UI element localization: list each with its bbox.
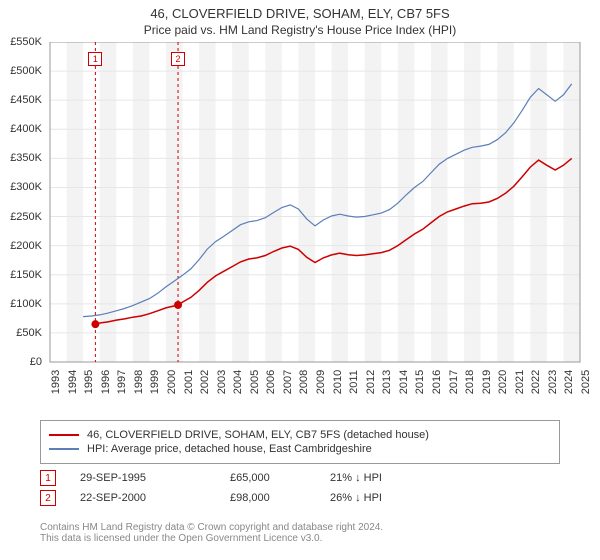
chart-subtitle: Price paid vs. HM Land Registry's House … <box>0 23 600 37</box>
sale-marker-2: 2 <box>171 52 185 66</box>
x-axis-tick: 2007 <box>282 370 294 394</box>
x-axis-tick: 2000 <box>166 370 178 394</box>
footnote-line-1: Contains HM Land Registry data © Crown c… <box>40 522 560 533</box>
sales-row: 2 22-SEP-2000£98,00026% ↓ HPI <box>40 490 560 506</box>
sales-delta: 21% ↓ HPI <box>330 472 450 484</box>
x-axis-tick: 2022 <box>530 370 542 394</box>
x-axis-tick: 2006 <box>265 370 277 394</box>
x-axis-tick: 2023 <box>547 370 559 394</box>
x-axis-tick: 2002 <box>199 370 211 394</box>
y-axis-tick: £400K <box>10 123 42 135</box>
x-axis-tick: 2020 <box>497 370 509 394</box>
x-axis-tick: 2001 <box>183 370 195 394</box>
x-axis-tick: 2010 <box>332 370 344 394</box>
sale-marker-1: 1 <box>88 52 102 66</box>
legend-row: 46, CLOVERFIELD DRIVE, SOHAM, ELY, CB7 5… <box>49 429 551 441</box>
x-axis-tick: 1994 <box>67 370 79 394</box>
chart-area: £0 £50K £100K £150K £200K £250K £300K £350K £400… <box>0 42 600 412</box>
sales-price: £65,000 <box>230 472 330 484</box>
x-axis-tick: 2018 <box>464 370 476 394</box>
x-axis-tick: 2019 <box>481 370 493 394</box>
x-axis-tick: 2014 <box>398 370 410 394</box>
x-axis-tick: 2008 <box>298 370 310 394</box>
x-axis-tick: 2016 <box>431 370 443 394</box>
x-axis-tick: 2011 <box>348 370 360 394</box>
sales-marker-box: 2 <box>40 490 56 506</box>
y-axis-tick: £150K <box>10 269 42 281</box>
y-axis-tick: £0 <box>30 356 42 368</box>
x-axis-tick: 1993 <box>50 370 62 394</box>
legend-label: 46, CLOVERFIELD DRIVE, SOHAM, ELY, CB7 5… <box>87 429 429 441</box>
x-axis-tick: 1998 <box>133 370 145 394</box>
legend: 46, CLOVERFIELD DRIVE, SOHAM, ELY, CB7 5… <box>40 420 560 464</box>
y-axis-tick: £550K <box>10 36 42 48</box>
y-axis-tick: £200K <box>10 240 42 252</box>
x-axis-tick: 2021 <box>514 370 526 394</box>
x-axis-tick: 2004 <box>232 370 244 394</box>
x-axis-tick: 2024 <box>563 370 575 394</box>
x-axis-tick: 1999 <box>149 370 161 394</box>
y-axis-tick: £250K <box>10 211 42 223</box>
sales-price: £98,000 <box>230 492 330 504</box>
y-axis-tick: £50K <box>16 327 42 339</box>
chart-title: 46, CLOVERFIELD DRIVE, SOHAM, ELY, CB7 5… <box>0 6 600 21</box>
footnote: Contains HM Land Registry data © Crown c… <box>40 522 560 544</box>
sales-table: 1 29-SEP-1995£65,00021% ↓ HPI 2 22-SEP-2000… <box>40 466 560 510</box>
x-axis-tick: 2012 <box>365 370 377 394</box>
legend-row: HPI: Average price, detached house, East… <box>49 443 551 455</box>
chart-svg <box>0 42 600 412</box>
y-axis-tick: £350K <box>10 152 42 164</box>
x-axis-tick: 2005 <box>249 370 261 394</box>
x-axis-tick: 1997 <box>116 370 128 394</box>
legend-label: HPI: Average price, detached house, East… <box>87 443 372 455</box>
x-axis-tick: 1996 <box>100 370 112 394</box>
y-axis-tick: £450K <box>10 94 42 106</box>
x-axis-tick: 2025 <box>580 370 592 394</box>
sales-date: 29-SEP-1995 <box>80 472 230 484</box>
x-axis-tick: 2009 <box>315 370 327 394</box>
sales-marker-box: 1 <box>40 470 56 486</box>
x-axis-tick: 1995 <box>83 370 95 394</box>
x-axis-tick: 2017 <box>448 370 460 394</box>
legend-swatch <box>49 434 79 436</box>
y-axis-tick: £300K <box>10 181 42 193</box>
sales-date: 22-SEP-2000 <box>80 492 230 504</box>
y-axis-tick: £500K <box>10 65 42 77</box>
legend-swatch <box>49 448 79 450</box>
x-axis-tick: 2003 <box>216 370 228 394</box>
y-axis-tick: £100K <box>10 298 42 310</box>
x-axis-tick: 2013 <box>381 370 393 394</box>
sales-delta: 26% ↓ HPI <box>330 492 450 504</box>
footnote-line-2: This data is licensed under the Open Gov… <box>40 533 560 544</box>
sales-row: 1 29-SEP-1995£65,00021% ↓ HPI <box>40 470 560 486</box>
x-axis-tick: 2015 <box>414 370 426 394</box>
